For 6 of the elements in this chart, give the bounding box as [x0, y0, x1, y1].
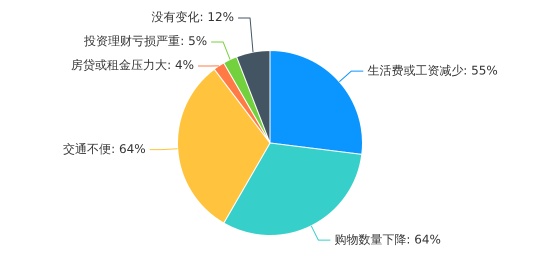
slice-label: 投资理财亏损严重: 5% [83, 34, 208, 48]
slice-label: 生活费或工资减少: 55% [367, 63, 498, 78]
slice-label: 没有变化: 12% [152, 10, 234, 24]
slice-label: 房贷或租金压力大: 4% [71, 58, 194, 72]
slice-label: 交通不便: 64% [63, 142, 146, 156]
slice-label: 购物数量下降: 64% [334, 232, 441, 246]
